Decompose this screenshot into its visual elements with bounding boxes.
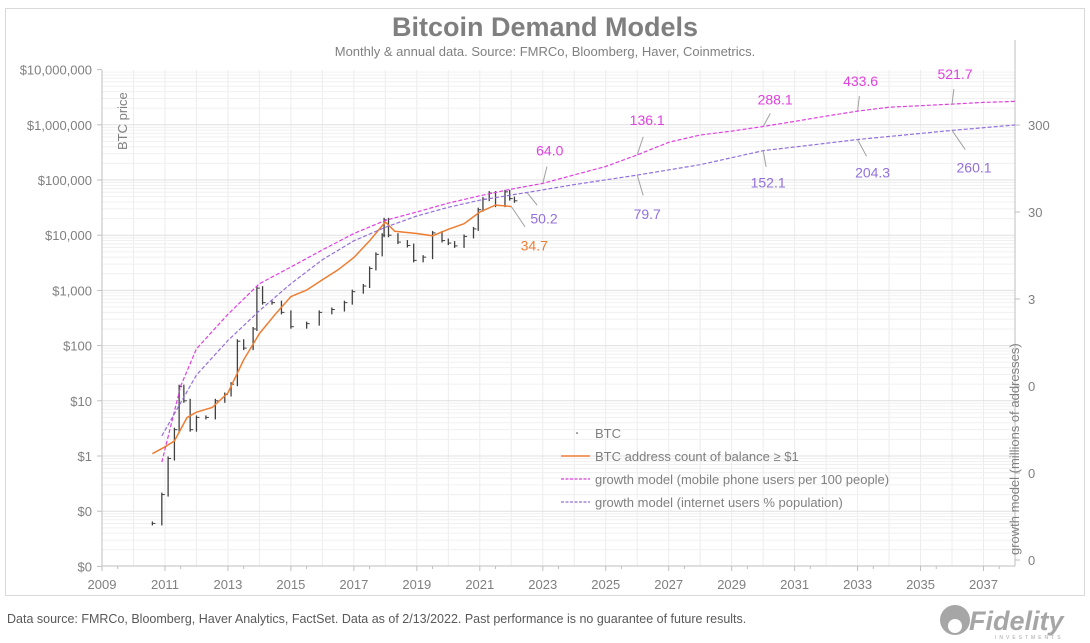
x-tick-label: 2031 (780, 577, 809, 592)
y-tick-label: $10,000 (45, 228, 92, 243)
y2-axis-label: growth model (millions of addresses) (1007, 343, 1022, 555)
y2-tick-label: 0 (1028, 553, 1035, 568)
x-tick-label: 2013 (213, 577, 242, 592)
fidelity-logo: Fidelity INVESTMENTS (940, 605, 1065, 640)
annotation-label: 50.2 (530, 211, 557, 227)
y-tick-label: $0 (78, 504, 92, 519)
x-tick-label: 2023 (528, 577, 557, 592)
annotation-leader (510, 206, 526, 228)
series-line-3 (161, 124, 1016, 437)
y-tick-label: $1,000 (52, 283, 92, 298)
annotation-label: 288.1 (758, 92, 793, 108)
y2-tick-label: 0 (1028, 379, 1035, 394)
annotation-leader (762, 113, 771, 127)
y-tick-label: $1,000,000 (27, 118, 92, 133)
y-tick-label: $1 (78, 449, 92, 464)
x-tick-label: 2029 (717, 577, 746, 592)
annotation-label: 260.1 (957, 159, 992, 175)
annotation-label: 64.0 (536, 142, 563, 158)
annotation-label: 136.1 (630, 112, 665, 128)
chart-title: Bitcoin Demand Models (391, 12, 699, 42)
x-tick-label: 2009 (88, 577, 117, 592)
series-line-2 (161, 100, 1016, 463)
x-tick-label: 2037 (969, 577, 998, 592)
annotation-leader (636, 174, 644, 196)
chart-subtitle: Monthly & annual data. Source: FMRCo, Bl… (334, 44, 756, 59)
y2-tick-label: 30 (1028, 205, 1042, 220)
svg-text:INVESTMENTS: INVESTMENTS (995, 635, 1064, 640)
x-tick-label: 2015 (276, 577, 305, 592)
legend-label: BTC address count of balance ≥ $1 (595, 449, 799, 464)
annotation-label: 204.3 (855, 165, 890, 181)
x-tick-label: 2011 (151, 577, 179, 592)
annotation-leader (951, 89, 955, 105)
y2-tick-label: 0 (1028, 466, 1035, 481)
annotation-leader (762, 150, 767, 167)
y-axis-label: BTC price (115, 92, 130, 150)
y-tick-label: $0 (78, 559, 92, 574)
annotation-leader (526, 192, 538, 206)
annotation-label: 34.7 (521, 238, 548, 254)
annotation-leader (857, 139, 868, 157)
annotation-leader (542, 166, 548, 184)
annotation-label: 433.6 (843, 73, 878, 89)
x-tick-label: 2035 (906, 577, 935, 592)
annotation-leader (951, 130, 966, 150)
y-tick-label: $100,000 (38, 173, 92, 188)
legend-label: growth model (mobile phone users per 100… (595, 472, 889, 487)
annotation-label: 521.7 (938, 66, 973, 82)
x-tick-label: 2017 (339, 577, 368, 592)
x-tick-label: 2019 (402, 577, 431, 592)
annotation-leader (636, 136, 644, 156)
y2-tick-label: 300 (1028, 118, 1050, 133)
annotation-leader (857, 96, 860, 112)
x-tick-label: 2027 (654, 577, 683, 592)
annotation-label: 79.7 (634, 206, 661, 222)
series-line-1 (152, 204, 512, 455)
annotation-label: 152.1 (751, 175, 786, 191)
legend-label: BTC (595, 426, 621, 441)
x-tick-label: 2033 (843, 577, 872, 592)
x-tick-label: 2021 (465, 577, 494, 592)
plot-area: 2009 2011 2013 2015 2017 2019 2021 2023 2025 2027… (20, 40, 1050, 592)
legend-label: growth model (internet users % populatio… (595, 495, 843, 510)
svg-text:Fidelity: Fidelity (969, 606, 1065, 636)
y-tick-label: $10,000,000 (20, 63, 92, 78)
chart-frame (5, 8, 1085, 596)
footer-note: Data source: FMRCo, Bloomberg, Haver Ana… (7, 612, 747, 626)
y2-tick-label: 3 (1028, 292, 1035, 307)
legend-marker-btc (576, 432, 578, 434)
x-tick-label: 2025 (591, 577, 620, 592)
y-tick-label: $100 (63, 339, 92, 354)
y-tick-label: $10 (70, 394, 92, 409)
